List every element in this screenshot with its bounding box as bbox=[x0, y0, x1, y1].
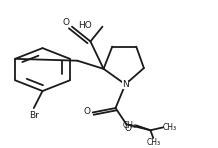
Text: CH₃: CH₃ bbox=[123, 121, 137, 130]
Text: N: N bbox=[122, 80, 129, 89]
Text: HO: HO bbox=[78, 21, 92, 30]
Text: O: O bbox=[63, 18, 70, 27]
Text: O: O bbox=[83, 107, 90, 116]
Text: Br: Br bbox=[29, 111, 39, 120]
Text: CH₃: CH₃ bbox=[163, 123, 177, 132]
Text: O: O bbox=[124, 124, 131, 133]
Text: CH₃: CH₃ bbox=[146, 138, 160, 147]
